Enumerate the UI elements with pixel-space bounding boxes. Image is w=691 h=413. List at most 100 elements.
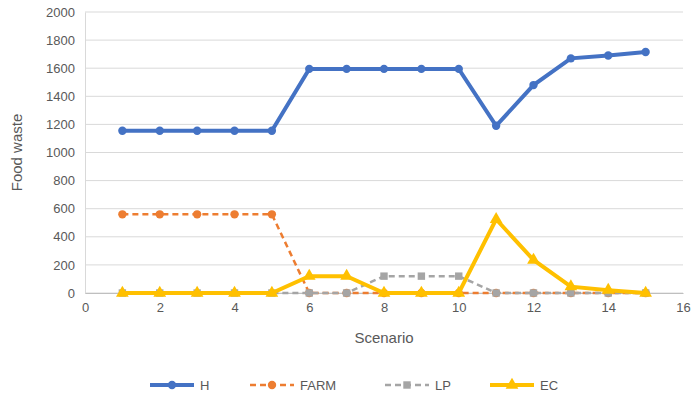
point-marker: [193, 127, 201, 135]
x-tick-label: 6: [306, 300, 313, 315]
point-marker: [153, 286, 166, 297]
y-tick: 800: [53, 173, 85, 188]
y-tick: 200: [53, 258, 85, 273]
legend-item: FARM: [250, 378, 336, 393]
point-marker: [452, 286, 465, 297]
series: [116, 212, 652, 297]
point-marker: [567, 54, 575, 62]
point-marker: [565, 279, 578, 290]
series-group: [116, 48, 652, 297]
y-tick: 1200: [46, 117, 85, 132]
point-marker: [268, 210, 276, 218]
legend-marker: [403, 381, 410, 388]
point-marker: [604, 51, 612, 59]
y-tick: 2000: [46, 5, 85, 20]
point-marker: [191, 286, 204, 297]
grid-line: [85, 236, 683, 237]
legend: H FARM LP EC: [150, 378, 558, 393]
point-marker: [342, 289, 350, 297]
x-tick: 0: [82, 293, 89, 315]
point-marker: [306, 289, 313, 296]
y-tick-label: 1400: [46, 89, 75, 104]
legend-item: H: [150, 378, 209, 393]
grid-line: [85, 12, 683, 13]
series: [118, 48, 650, 135]
chart: 0 200 400 600 800 1000 1200 1400 1600 1800 2000 0 2 4…: [0, 0, 691, 413]
y-tick: 1800: [46, 33, 85, 48]
point-marker: [380, 65, 388, 73]
y-tick: 0: [68, 286, 85, 301]
legend-item: LP: [385, 378, 451, 393]
point-marker: [417, 65, 425, 73]
point-marker: [343, 289, 350, 296]
x-tick-label: 10: [452, 300, 466, 315]
legend-marker: [168, 381, 176, 389]
series: [118, 210, 650, 297]
plot: 0 200 400 600 800 1000 1200 1400 1600 1800 2000 0 2 4…: [46, 5, 691, 316]
x-tick: 16: [676, 293, 690, 315]
point-marker: [156, 127, 164, 135]
point-marker: [305, 289, 313, 297]
point-marker: [266, 286, 279, 297]
point-marker: [639, 286, 652, 297]
x-axis-title: Scenario: [354, 329, 413, 346]
point-marker: [529, 81, 537, 89]
y-tick: 600: [53, 201, 85, 216]
y-tick-label: 200: [53, 258, 75, 273]
grid-line: [85, 208, 683, 209]
point-marker: [529, 289, 537, 297]
point-marker: [378, 286, 391, 297]
y-tick-label: 800: [53, 173, 75, 188]
point-marker: [268, 127, 276, 135]
legend-marker: [506, 378, 519, 389]
point-marker: [116, 286, 129, 297]
point-marker: [305, 65, 313, 73]
y-tick: 1400: [46, 89, 85, 104]
legend-marker: [268, 381, 276, 389]
y-axis-line: [85, 13, 86, 294]
legend-label: H: [200, 378, 209, 393]
legend-item: EC: [490, 378, 558, 393]
point-marker: [492, 122, 500, 130]
y-axis: 0 200 400 600 800 1000 1200 1400 1600 1800 2000: [46, 5, 85, 301]
y-tick-label: 1200: [46, 117, 75, 132]
y-tick: 400: [53, 229, 85, 244]
legend-label: EC: [540, 378, 558, 393]
point-marker: [455, 65, 463, 73]
legend-label: FARM: [300, 378, 336, 393]
point-marker: [340, 269, 353, 280]
point-marker: [303, 269, 316, 280]
point-marker: [492, 289, 500, 297]
grid-line: [85, 180, 683, 181]
grid-line: [85, 96, 683, 97]
x-tick-label: 8: [381, 300, 388, 315]
series: [119, 272, 650, 296]
y-tick-label: 2000: [46, 5, 75, 20]
point-marker: [118, 127, 126, 135]
series-line: [122, 219, 645, 293]
grid-line: [85, 124, 683, 125]
point-marker: [118, 210, 126, 218]
point-marker: [230, 127, 238, 135]
point-marker: [490, 212, 503, 223]
series-line: [122, 52, 645, 131]
y-tick-label: 1600: [46, 61, 75, 76]
y-tick-label: 1000: [46, 145, 75, 160]
grid-line: [85, 40, 683, 41]
point-marker: [415, 286, 428, 297]
x-tick-label: 0: [82, 300, 89, 315]
point-marker: [602, 283, 615, 294]
y-tick-label: 1800: [46, 33, 75, 48]
y-tick: 1600: [46, 61, 85, 76]
point-marker: [156, 210, 164, 218]
y-tick-label: 0: [68, 286, 75, 301]
x-tick-label: 4: [231, 300, 238, 315]
grid-line: [85, 264, 683, 265]
y-tick: 1000: [46, 145, 85, 160]
point-marker: [342, 65, 350, 73]
x-tick-label: 2: [157, 300, 164, 315]
x-tick-label: 14: [602, 300, 616, 315]
point-marker: [567, 289, 574, 296]
point-marker: [228, 286, 241, 297]
point-marker: [418, 272, 425, 279]
